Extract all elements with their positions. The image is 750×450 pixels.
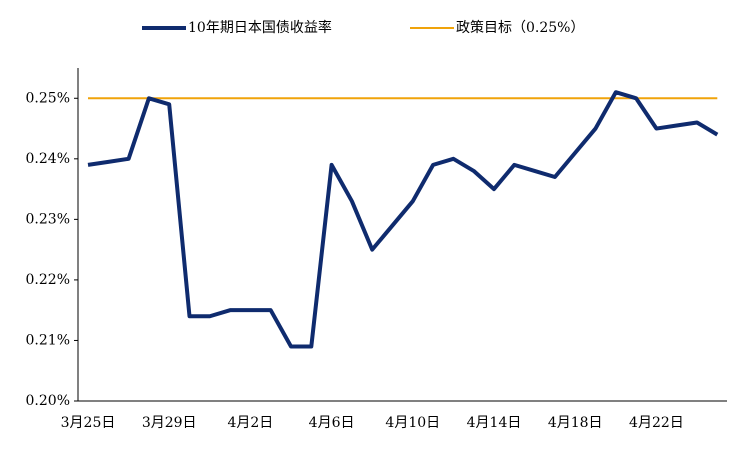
y-tick-label: 0.23%	[26, 211, 70, 227]
series-line	[87, 90, 719, 349]
y-tick-label: 0.21%	[26, 332, 70, 348]
x-tick-label: 4月18日	[548, 415, 603, 431]
x-tick-label: 4月2日	[227, 415, 273, 431]
y-tick-label: 0.20%	[26, 393, 70, 409]
legend-label: 10年期日本国债收益率	[188, 19, 332, 36]
x-tick-label: 4月10日	[385, 415, 440, 431]
y-tick-label: 0.25%	[26, 90, 70, 106]
y-tick-label: 0.24%	[26, 151, 70, 167]
x-tick-label: 4月6日	[309, 415, 355, 431]
x-tick-label: 4月14日	[467, 415, 522, 431]
x-tick-label: 4月22日	[629, 415, 684, 431]
y-tick-label: 0.22%	[26, 272, 70, 288]
x-tick-label: 3月29日	[142, 415, 197, 431]
x-tick-label: 3月25日	[61, 415, 116, 431]
legend-label: 政策目标（0.25%）	[456, 19, 584, 36]
